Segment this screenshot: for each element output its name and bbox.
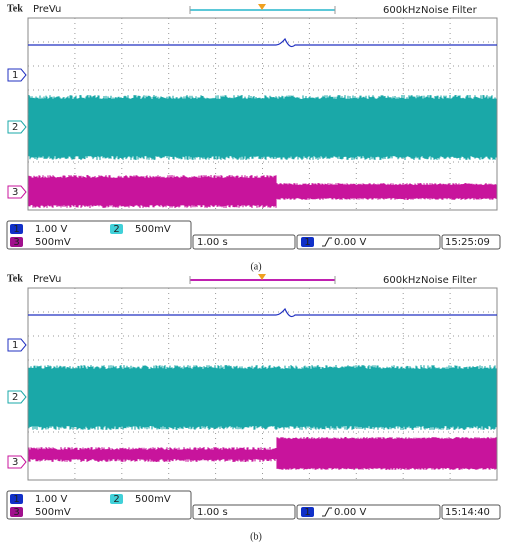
scope-panel: Tek PreVu 600kHz Noise Filter 1 2 3 1 1.00 V 2 500… (6, 3, 501, 272)
channel-chip (301, 237, 314, 247)
ch1-trace (28, 37, 497, 48)
status-box (192, 504, 296, 520)
trigger-slope (322, 507, 332, 517)
trigger-level: 0.00 V (334, 507, 366, 518)
brand: Tek (7, 273, 23, 284)
trigger-pos (258, 4, 266, 10)
ch1-scale: 1.00 V (35, 494, 67, 505)
channel-chip-label: 1 (13, 224, 19, 235)
ch2-scale: 500mV (135, 494, 171, 505)
channel-chip-label: 3 (13, 507, 19, 518)
channel-chip (301, 507, 314, 517)
status-box (296, 234, 441, 250)
ch3-trace (28, 175, 277, 208)
channel-chip-label: 3 (13, 237, 19, 248)
channel-marker (7, 455, 27, 469)
ch3-trace (276, 437, 497, 470)
status-box (6, 490, 192, 520)
bandwidth: 600kHz (383, 275, 421, 286)
channel-marker (7, 390, 27, 404)
ch2-scale: 500mV (135, 224, 171, 235)
channel-chip (10, 237, 23, 247)
channel-marker-label: 3 (12, 457, 18, 468)
mode: PreVu (33, 274, 61, 285)
brand: Tek (7, 3, 23, 14)
ch2-trace (28, 365, 497, 430)
caption: (b) (250, 531, 262, 542)
trigger-slope (322, 237, 332, 247)
channel-chip (110, 224, 123, 234)
channel-marker-label: 2 (12, 392, 18, 403)
ch3-trace (28, 447, 277, 462)
status-box (441, 234, 501, 250)
filter: Noise Filter (421, 275, 478, 286)
channel-marker-label: 3 (12, 187, 18, 198)
ch3-trace (276, 183, 497, 200)
status-box (6, 220, 192, 250)
channel-marker (7, 120, 27, 134)
ch1-trace (28, 307, 497, 318)
timebase: 1.00 s (197, 237, 228, 248)
channel-chip (110, 494, 123, 504)
status-box (441, 504, 501, 520)
ch2-trace (28, 95, 497, 160)
channel-chip-label: 1 (13, 494, 19, 505)
ch1-scale: 1.00 V (35, 224, 67, 235)
channel-chip-label: 1 (304, 507, 310, 518)
channel-marker (7, 338, 27, 352)
channel-chip (10, 494, 23, 504)
channel-marker-label: 1 (12, 340, 18, 351)
status-box (296, 504, 441, 520)
bandwidth: 600kHz (383, 5, 421, 16)
channel-marker (7, 68, 27, 82)
ch3-scale: 500mV (35, 507, 71, 518)
timebase: 1.00 s (197, 507, 228, 518)
mode: PreVu (33, 4, 61, 15)
ch3-scale: 500mV (35, 237, 71, 248)
channel-chip-label: 1 (304, 237, 310, 248)
channel-chip-label: 2 (113, 494, 119, 505)
filter: Noise Filter (421, 5, 478, 16)
trigger-pos (258, 274, 266, 280)
channel-marker (7, 185, 27, 199)
channel-marker-label: 2 (12, 122, 18, 133)
channel-marker-label: 1 (12, 70, 18, 81)
caption: (a) (250, 261, 261, 272)
channel-chip (10, 224, 23, 234)
status-box (192, 234, 296, 250)
channel-chip (10, 507, 23, 517)
clock: 15:14:40 (445, 507, 490, 518)
scope-panel: Tek PreVu 600kHz Noise Filter 1 2 3 1 1.00 V 2 500… (6, 273, 501, 542)
clock: 15:25:09 (445, 237, 490, 248)
channel-chip-label: 2 (113, 224, 119, 235)
trigger-level: 0.00 V (334, 237, 366, 248)
